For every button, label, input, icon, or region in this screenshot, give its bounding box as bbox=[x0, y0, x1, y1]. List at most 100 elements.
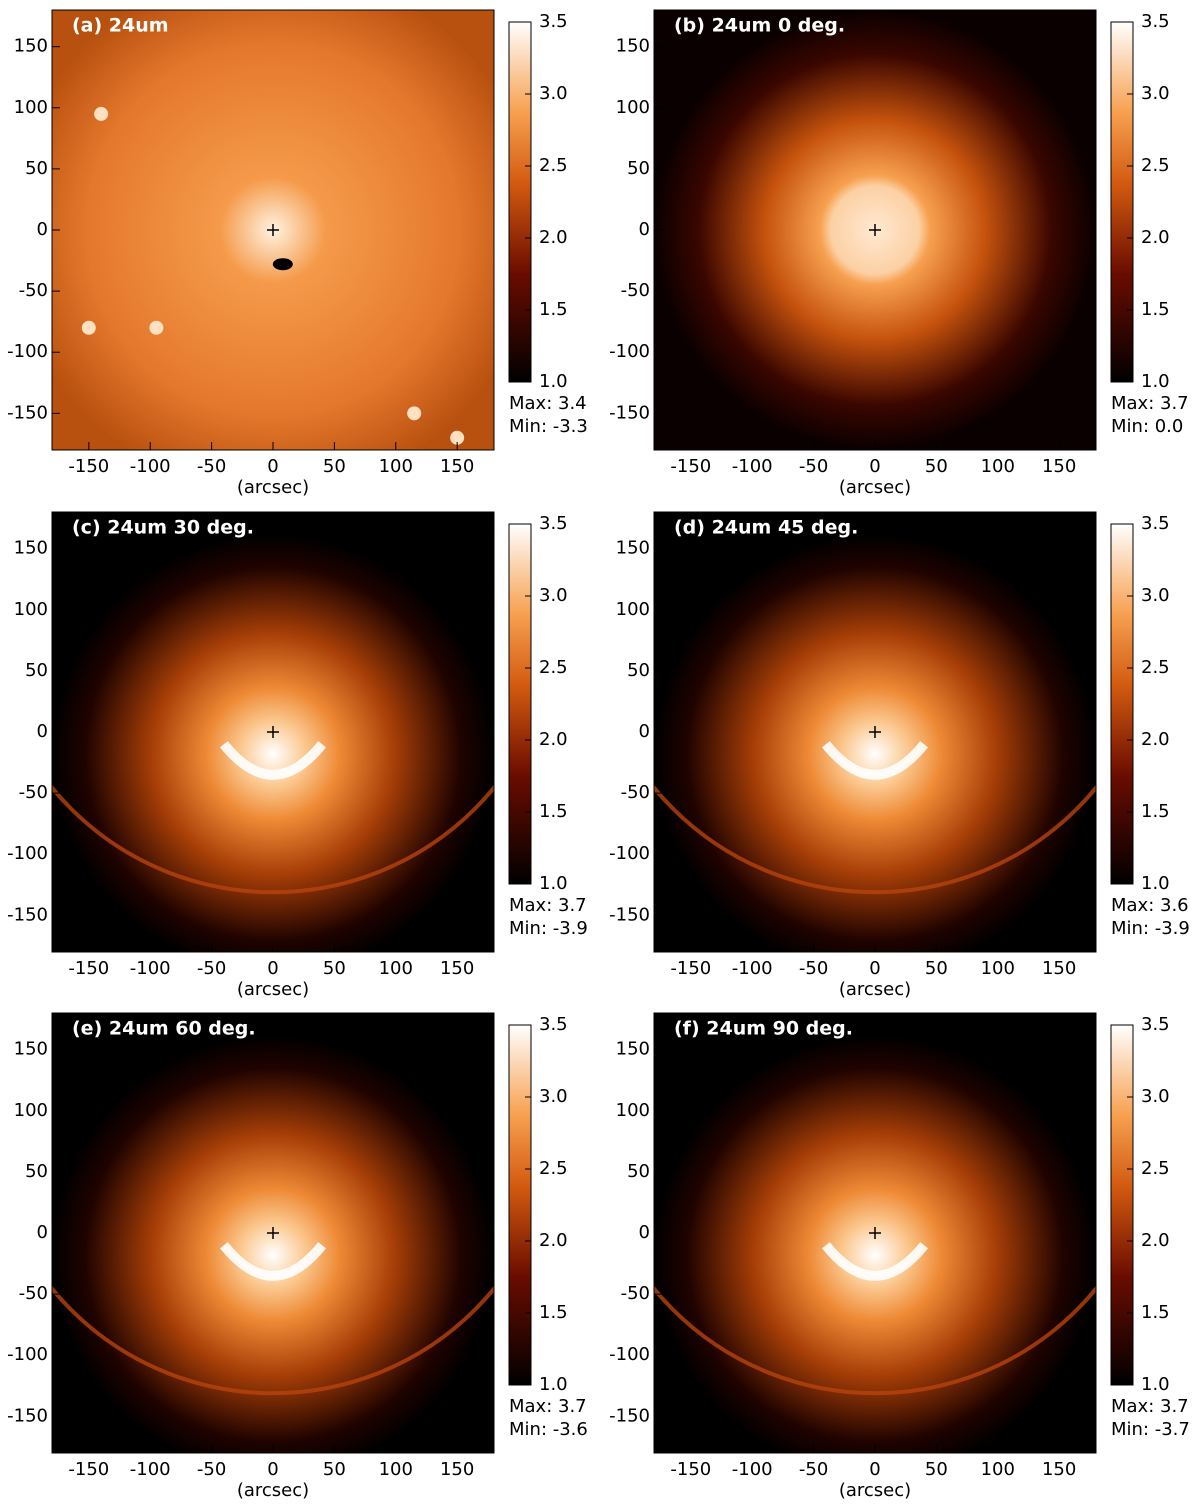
x-tick-label: 0 bbox=[869, 456, 880, 477]
y-tick-label: 50 bbox=[627, 1161, 650, 1182]
colorbar-tick-label: 1.0 bbox=[1141, 371, 1170, 392]
colorbar-tick-label: 2.5 bbox=[1141, 155, 1170, 176]
y-tick-label: -50 bbox=[621, 280, 650, 301]
colorbar-tick-label: 1.0 bbox=[1141, 1374, 1170, 1395]
x-tick-label: -100 bbox=[130, 1459, 171, 1480]
center-marker bbox=[869, 224, 881, 236]
stat-label: Min: -3.9 bbox=[1111, 918, 1190, 939]
x-tick-label: 100 bbox=[981, 958, 1015, 979]
y-tick-label: 100 bbox=[14, 97, 48, 118]
colorbar-tick-label: 3.5 bbox=[539, 513, 568, 534]
colorbar-tick-label: 3.5 bbox=[1141, 11, 1170, 32]
colorbar-tick-label: 1.5 bbox=[539, 1302, 568, 1323]
x-tick-label: -100 bbox=[130, 958, 171, 979]
panel-title: (d) 24um 45 deg. bbox=[674, 517, 858, 539]
y-tick-label: -50 bbox=[19, 280, 48, 301]
x-tick-label: 0 bbox=[267, 958, 278, 979]
x-tick-label: -100 bbox=[732, 958, 773, 979]
x-tick-label: 50 bbox=[323, 456, 346, 477]
shell-arc bbox=[52, 1285, 494, 1396]
y-tick-label: -100 bbox=[7, 341, 48, 362]
y-tick-label: 50 bbox=[627, 158, 650, 179]
colorbar bbox=[508, 523, 532, 885]
y-tick-label: 50 bbox=[25, 1161, 48, 1182]
y-tick-label: 150 bbox=[616, 1039, 650, 1060]
y-tick-label: 150 bbox=[14, 36, 48, 57]
x-tick-label: -100 bbox=[130, 456, 171, 477]
x-tick-label: -50 bbox=[799, 456, 828, 477]
crescent bbox=[821, 741, 929, 780]
star bbox=[450, 430, 465, 445]
colorbar-tick-label: 2.0 bbox=[539, 1230, 568, 1251]
y-tick-label: 0 bbox=[37, 1222, 48, 1243]
x-tick-label: 150 bbox=[1042, 1459, 1076, 1480]
panel: (d) 24um 45 deg. -150 -100 -50 0 50 100 150 -150… bbox=[609, 511, 1190, 1000]
crescent bbox=[219, 741, 327, 780]
y-tick-label: -100 bbox=[609, 341, 650, 362]
colorbar-tick-label: 2.0 bbox=[1141, 1230, 1170, 1251]
x-tick-label: 150 bbox=[440, 1459, 474, 1480]
panel: (c) 24um 30 deg. -150 -100 -50 0 50 100 150 -150… bbox=[7, 511, 588, 1000]
x-tick-label: 50 bbox=[323, 1459, 346, 1480]
stat-label: Min: -3.7 bbox=[1111, 1419, 1190, 1440]
colorbar-tick-label: 2.0 bbox=[539, 227, 568, 248]
colorbar-tick-label: 2.0 bbox=[539, 729, 568, 750]
colorbar-tick-label: 3.0 bbox=[1141, 585, 1170, 606]
x-tick-label: 100 bbox=[981, 456, 1015, 477]
y-tick-label: -50 bbox=[19, 1283, 48, 1304]
x-tick-label: 100 bbox=[379, 958, 413, 979]
colorbar-tick-label: 1.5 bbox=[1141, 801, 1170, 822]
dark-blob bbox=[272, 258, 293, 271]
colorbar-tick-label: 3.5 bbox=[1141, 513, 1170, 534]
y-tick-label: 50 bbox=[25, 158, 48, 179]
colorbar-tick-label: 3.5 bbox=[539, 1014, 568, 1035]
colorbar-tick-label: 3.5 bbox=[1141, 1014, 1170, 1035]
x-tick-label: 50 bbox=[925, 456, 948, 477]
crescent bbox=[219, 1242, 327, 1281]
panel: (b) 24um 0 deg.-150 -100 -50 0 50 100 150-150-… bbox=[609, 9, 1189, 498]
y-tick-label: -50 bbox=[621, 1283, 650, 1304]
colorbar-tick-label: 1.0 bbox=[539, 873, 568, 894]
y-tick-label: 0 bbox=[37, 721, 48, 742]
y-tick-label: -100 bbox=[7, 843, 48, 864]
colorbar bbox=[1110, 21, 1134, 383]
colorbar-tick-label: 2.5 bbox=[539, 1158, 568, 1179]
x-tick-label: 0 bbox=[267, 1459, 278, 1480]
stat-label: Min: 0.0 bbox=[1111, 416, 1183, 437]
colorbar-tick-label: 3.0 bbox=[539, 1086, 568, 1107]
y-tick-label: -150 bbox=[7, 1405, 48, 1426]
center-marker bbox=[869, 1227, 881, 1239]
x-axis-label: (arcsec) bbox=[237, 477, 309, 498]
y-tick-label: 0 bbox=[639, 1222, 650, 1243]
y-tick-label: -50 bbox=[621, 782, 650, 803]
x-axis-label: (arcsec) bbox=[839, 477, 911, 498]
colorbar bbox=[1110, 1024, 1134, 1386]
x-tick-label: -150 bbox=[68, 958, 109, 979]
colorbar-tick-label: 2.0 bbox=[1141, 227, 1170, 248]
y-tick-label: 100 bbox=[14, 599, 48, 620]
x-tick-label: -100 bbox=[732, 456, 773, 477]
shell-arc bbox=[52, 784, 494, 895]
x-tick-label: -150 bbox=[68, 1459, 109, 1480]
crescent bbox=[821, 1242, 929, 1281]
x-axis-label: (arcsec) bbox=[237, 1480, 309, 1501]
y-tick-label: -150 bbox=[7, 402, 48, 423]
colorbar-tick-label: 1.5 bbox=[1141, 1302, 1170, 1323]
center-marker bbox=[267, 726, 279, 738]
x-tick-label: 150 bbox=[1042, 456, 1076, 477]
panel-title: (b) 24um 0 deg. bbox=[674, 15, 845, 37]
x-tick-label: -50 bbox=[197, 1459, 226, 1480]
x-tick-label: 100 bbox=[379, 456, 413, 477]
x-tick-label: -50 bbox=[799, 1459, 828, 1480]
x-tick-label: 50 bbox=[925, 958, 948, 979]
y-tick-label: 100 bbox=[14, 1100, 48, 1121]
stat-label: Max: 3.7 bbox=[1111, 393, 1189, 414]
panel: (f) 24um 90 deg. -150 -100 -50 0 50 100 150 -150… bbox=[609, 1012, 1190, 1501]
star bbox=[81, 320, 96, 335]
y-tick-label: 150 bbox=[616, 538, 650, 559]
shell-arc bbox=[654, 1285, 1096, 1396]
colorbar bbox=[508, 1024, 532, 1386]
y-tick-label: 150 bbox=[14, 538, 48, 559]
panel-title: (e) 24um 60 deg. bbox=[72, 1018, 256, 1040]
colorbar-tick-label: 1.5 bbox=[539, 801, 568, 822]
